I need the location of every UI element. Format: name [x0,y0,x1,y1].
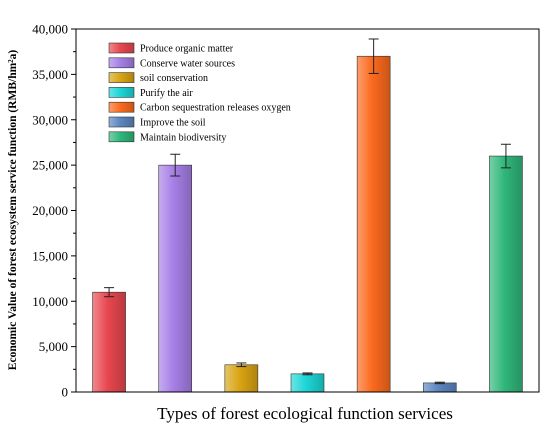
legend-swatch-6 [108,116,135,128]
legend-label-1: Produce organic matter [140,44,234,55]
bar-1 [92,291,126,393]
legend-label-5: Carbon sequestration releases oxygen [140,103,291,114]
bar-4 [290,373,325,393]
bar-5 [356,55,391,393]
legend-swatch-4 [108,87,135,98]
legend-label-4: Purify the air [140,88,193,99]
legend-label-2: Conserve water sources [140,58,235,69]
x-axis-label: Types of forest ecological function serv… [157,404,453,423]
y-tick-label-3: 15,000 [32,248,68,263]
bar-7 [489,155,523,393]
legend-swatch-3 [108,72,135,83]
legend-swatch-7 [108,131,135,143]
legend-label-3: soil conservation [140,73,208,84]
y-tick-label-0: 0 [62,385,69,400]
legend-swatch-2 [108,57,135,69]
bar-6 [422,382,457,393]
legend-swatch-1 [108,42,135,54]
y-tick-label-5: 25,000 [32,158,68,173]
y-tick-label-6: 30,000 [32,112,68,127]
bar-2 [158,164,193,393]
y-tick-label-1: 5,000 [39,339,68,354]
y-tick-label-4: 20,000 [32,203,68,218]
y-axis-label: Economic Value of forest ecosystem servi… [7,50,19,371]
bar-3 [224,364,259,393]
y-tick-label-7: 35,000 [32,67,68,82]
legend-label-7: Maintain biodiversity [140,132,226,143]
y-tick-label-8: 40,000 [32,22,68,37]
legend-swatch-5 [108,101,135,113]
y-tick-label-2: 10,000 [32,294,68,309]
legend-label-6: Improve the soil [140,118,206,129]
